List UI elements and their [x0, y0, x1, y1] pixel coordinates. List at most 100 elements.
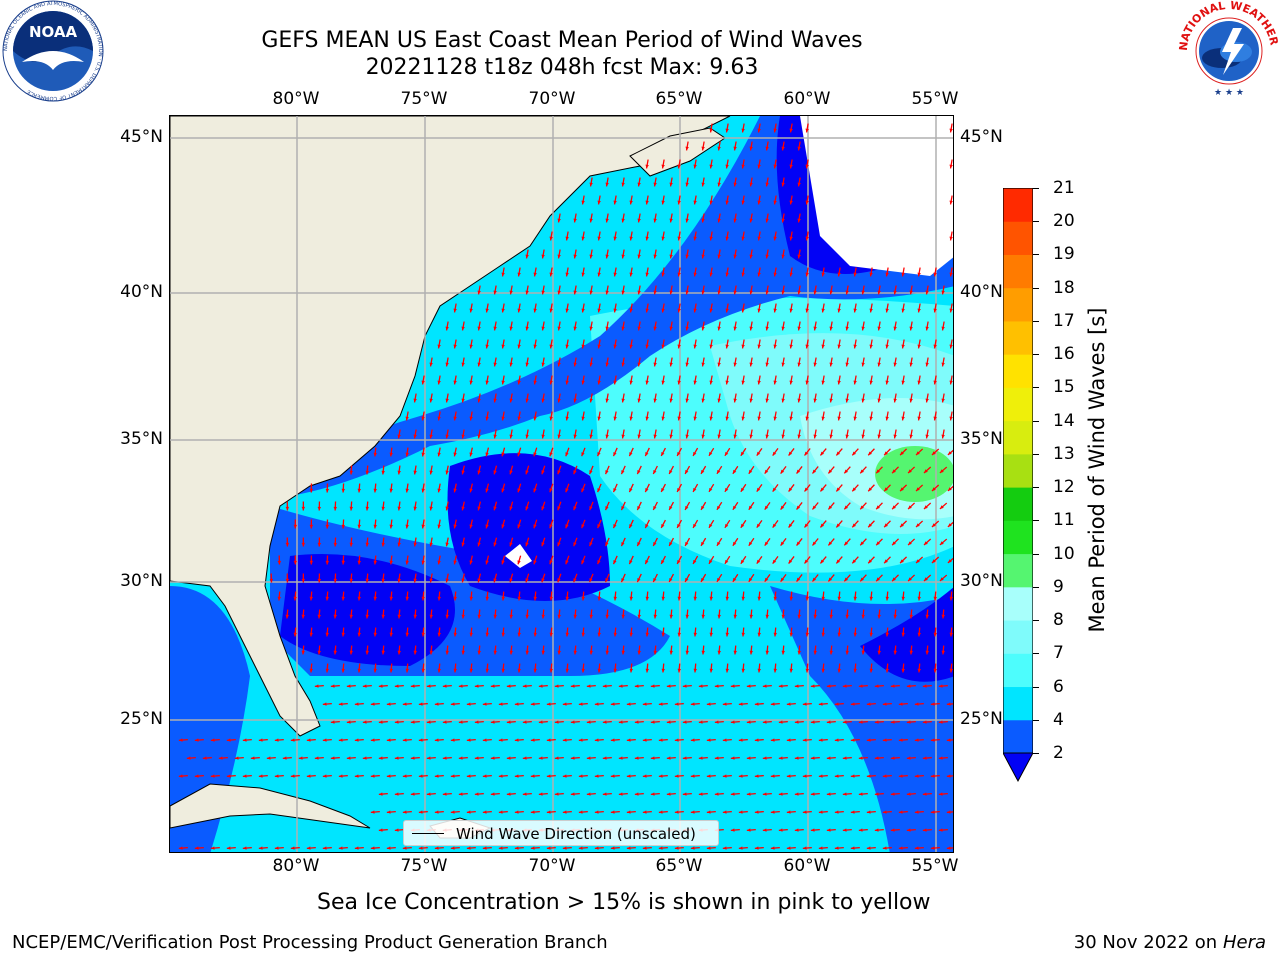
- wave-direction-arrowhead: [730, 756, 735, 760]
- wave-direction-arrowhead: [421, 668, 425, 673]
- wave-direction-arrowhead: [565, 272, 569, 277]
- wave-direction-arrowhead: [594, 774, 599, 778]
- wave-direction-arrowhead: [349, 578, 354, 583]
- wave-direction-arrowhead: [765, 254, 769, 259]
- wave-direction-arrowhead: [301, 506, 306, 511]
- lon-tick-bottom: 70°W: [528, 856, 576, 876]
- wave-direction-arrowhead: [674, 774, 679, 778]
- wave-direction-arrowhead: [210, 846, 215, 850]
- wave-direction-arrowhead: [685, 505, 689, 510]
- wave-direction-arrowhead: [884, 451, 888, 456]
- wave-direction-arrowhead: [621, 578, 625, 583]
- wave-direction-arrowhead: [850, 774, 855, 778]
- wave-direction-arrowhead: [773, 236, 777, 241]
- wave-direction-arrowhead: [373, 632, 377, 637]
- wave-direction-arrowhead: [733, 398, 737, 403]
- wave-direction-arrowhead: [922, 756, 927, 760]
- wave-direction-arrowhead: [301, 542, 306, 547]
- wave-direction-arrowhead: [797, 650, 801, 655]
- wave-direction-arrowhead: [780, 469, 785, 474]
- wave-direction-arrowhead: [522, 792, 527, 796]
- wave-direction-arrowhead: [866, 810, 871, 814]
- chart-subtitle: 20221128 t18z 048h fcst Max: 9.63: [365, 55, 759, 80]
- lon-tick-top: 55°W: [911, 89, 959, 109]
- wave-direction-arrowhead: [562, 702, 567, 706]
- wave-direction-arrowhead: [674, 846, 679, 850]
- wave-direction-arrowhead: [533, 344, 537, 349]
- wave-direction-arrowhead: [653, 506, 657, 511]
- wave-direction-arrowhead: [914, 810, 919, 814]
- land-north-america: [170, 116, 731, 737]
- wave-direction-arrowhead: [629, 632, 633, 637]
- wave-direction-arrowhead: [946, 774, 951, 778]
- wave-direction-arrowhead: [434, 702, 439, 706]
- wave-direction-arrowhead: [653, 542, 657, 547]
- wave-direction-arrowhead: [341, 488, 346, 493]
- wave-direction-arrowhead: [756, 451, 761, 456]
- wave-direction-arrowhead: [749, 218, 753, 223]
- wave-direction-arrowhead: [682, 720, 687, 724]
- wave-direction-arrowhead: [581, 236, 585, 241]
- wave-direction-arrowhead: [498, 846, 503, 850]
- wave-direction-arrowhead: [482, 846, 487, 850]
- wave-direction-arrowhead: [610, 738, 615, 742]
- colorbar-tick-label: 8: [1053, 610, 1064, 631]
- wave-direction-arrowhead: [690, 846, 695, 850]
- wave-direction-arrowhead: [765, 182, 769, 187]
- wave-direction-arrowhead: [781, 182, 785, 187]
- wave-direction-arrowhead: [933, 344, 937, 349]
- wave-direction-arrowhead: [317, 542, 322, 547]
- colorbar-segment: [1003, 653, 1033, 688]
- wave-direction-arrowhead: [818, 738, 823, 742]
- wave-direction-arrowhead: [876, 541, 880, 546]
- wave-direction-arrowhead: [357, 560, 361, 565]
- colorbar-segment: [1003, 586, 1033, 621]
- wave-direction-arrowhead: [266, 756, 271, 760]
- wave-direction-arrowhead: [538, 756, 543, 760]
- wave-direction-arrowhead: [882, 774, 887, 778]
- wave-direction-arrowhead: [429, 614, 433, 619]
- wave-direction-arrowhead: [517, 344, 521, 349]
- wave-direction-arrowhead: [725, 632, 729, 637]
- wave-direction-arrowhead: [597, 668, 601, 673]
- wave-direction-arrowhead: [874, 756, 879, 760]
- wave-direction-arrowhead: [821, 596, 825, 601]
- wave-direction-arrowhead: [597, 488, 601, 493]
- wave-direction-arrowhead: [685, 326, 689, 331]
- wave-direction-arrowhead: [884, 523, 888, 528]
- wave-direction-arrowhead: [530, 774, 535, 778]
- wave-direction-arrowhead: [885, 308, 889, 313]
- wave-direction-arrowhead: [210, 738, 215, 742]
- wave-direction-arrowhead: [733, 650, 737, 655]
- wave-direction-arrowhead: [493, 542, 497, 547]
- wave-direction-arrowhead: [461, 362, 465, 367]
- wave-direction-arrowhead: [365, 506, 369, 511]
- wave-direction-arrowhead: [517, 560, 521, 565]
- wave-direction-arrowhead: [781, 254, 785, 259]
- wave-direction-arrowhead: [346, 756, 351, 760]
- wave-direction-arrowhead: [754, 702, 759, 706]
- wave-direction-arrowhead: [669, 614, 673, 619]
- wave-direction-arrowhead: [933, 416, 937, 421]
- wave-direction-arrowhead: [301, 650, 305, 655]
- wave-direction-arrowhead: [645, 452, 649, 457]
- wave-direction-arrowhead: [733, 182, 737, 187]
- wave-direction-arrowhead: [781, 290, 785, 295]
- colorbar-segment: [1003, 420, 1033, 455]
- wave-direction-arrowhead: [866, 846, 871, 850]
- wave-direction-arrowhead: [725, 200, 729, 205]
- wave-direction-arrowhead: [349, 470, 354, 475]
- wave-direction-arrowhead: [533, 560, 537, 565]
- wave-direction-arrowhead: [589, 506, 593, 511]
- wave-direction-arrowhead: [922, 720, 927, 724]
- lat-tick-right: 45°N: [960, 127, 1003, 147]
- wave-direction-arrowhead: [613, 452, 617, 457]
- wave-direction-arrowhead: [565, 524, 569, 529]
- wave-direction-arrowhead: [869, 596, 873, 601]
- wave-direction-arrowhead: [277, 560, 282, 565]
- wave-direction-arrowhead: [669, 362, 673, 367]
- wave-direction-arrowhead: [916, 451, 920, 456]
- wave-direction-arrowhead: [317, 650, 321, 655]
- wave-direction-arrowhead: [909, 614, 913, 619]
- wave-direction-arrowhead: [829, 362, 833, 367]
